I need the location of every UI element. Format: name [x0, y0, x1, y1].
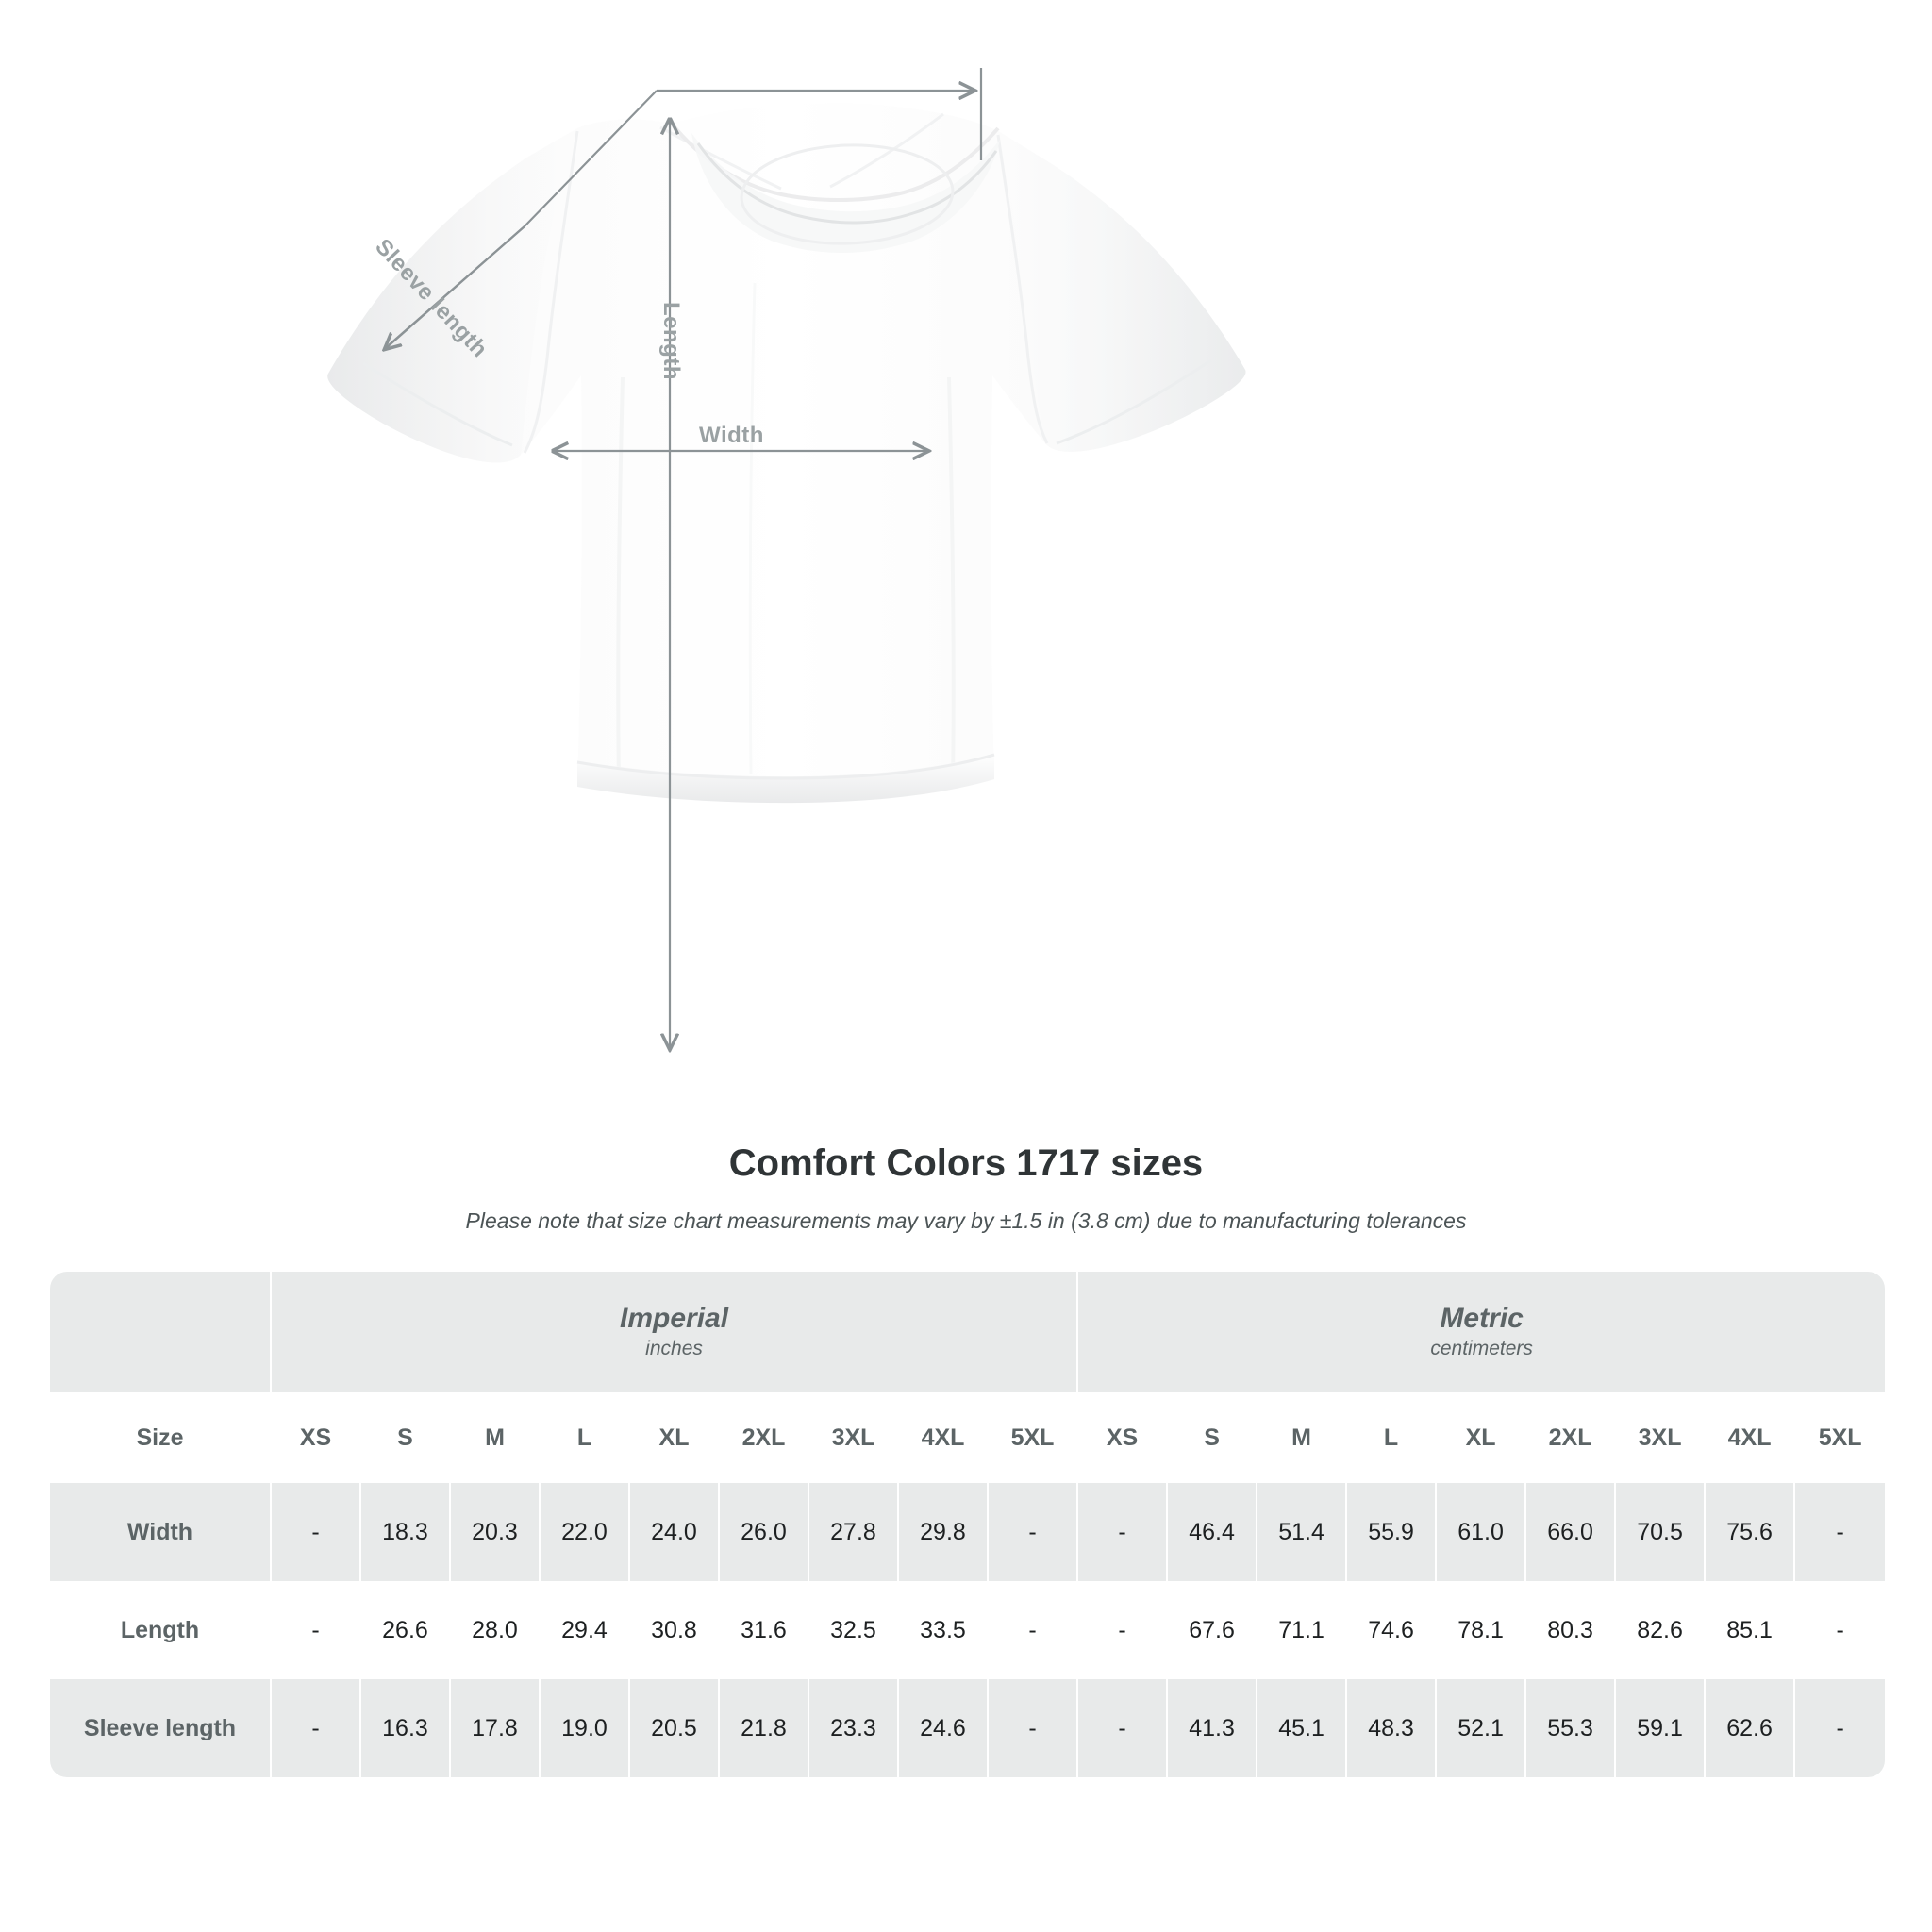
cell-sleeve-metric-s: 41.3 — [1168, 1679, 1258, 1777]
sleeve-arrow-end — [385, 225, 525, 349]
unit-sub-imperial: inches — [645, 1337, 703, 1359]
cell-sleeve-metric-xs: - — [1078, 1679, 1169, 1777]
cell-length-imperial-s: 26.6 — [361, 1581, 451, 1679]
cell-width-metric-s: 46.4 — [1168, 1483, 1258, 1581]
table-row: Sleeve length - 16.3 17.8 19.0 20.5 21.8… — [50, 1679, 1886, 1777]
size-header-row: Size XS S M L XL 2XL 3XL 4XL 5XL XS S M … — [50, 1392, 1886, 1483]
cell-sleeve-metric-2xl: 55.3 — [1526, 1679, 1617, 1777]
cell-sleeve-imperial-xl: 20.5 — [630, 1679, 720, 1777]
cell-sleeve-metric-3xl: 59.1 — [1616, 1679, 1707, 1777]
unit-cell-imperial: Imperial inches — [272, 1272, 1079, 1392]
cell-length-imperial-m: 28.0 — [451, 1581, 541, 1679]
cell-length-metric-3xl: 82.6 — [1616, 1581, 1707, 1679]
cell-width-imperial-l: 22.0 — [541, 1483, 630, 1581]
unit-cell-metric: Metric centimeters — [1078, 1272, 1886, 1392]
unit-name-metric: Metric — [1440, 1303, 1524, 1335]
cell-sleeve-metric-xl: 52.1 — [1437, 1679, 1527, 1777]
cell-width-metric-xs: - — [1078, 1483, 1169, 1581]
column-header-imperial-3xl: 3XL — [809, 1392, 899, 1483]
cell-sleeve-imperial-l: 19.0 — [541, 1679, 630, 1777]
column-header-metric-5xl: 5XL — [1795, 1392, 1886, 1483]
size-chart-table: Imperial inches Metric centimeters Size … — [50, 1272, 1886, 1777]
cell-length-metric-4xl: 85.1 — [1706, 1581, 1796, 1679]
column-header-size: Size — [50, 1392, 272, 1483]
column-header-imperial-l: L — [541, 1392, 630, 1483]
cell-sleeve-metric-l: 48.3 — [1347, 1679, 1438, 1777]
cell-sleeve-imperial-3xl: 23.3 — [809, 1679, 899, 1777]
cell-width-metric-l: 55.9 — [1347, 1483, 1438, 1581]
cell-width-imperial-m: 20.3 — [451, 1483, 541, 1581]
row-label-sleeve-length: Sleeve length — [50, 1679, 272, 1777]
column-header-metric-l: L — [1347, 1392, 1438, 1483]
cell-sleeve-imperial-2xl: 21.8 — [720, 1679, 809, 1777]
unit-header-row: Imperial inches Metric centimeters — [50, 1272, 1886, 1392]
length-label: Length — [658, 302, 684, 380]
cell-sleeve-metric-5xl: - — [1795, 1679, 1886, 1777]
cell-length-imperial-l: 29.4 — [541, 1581, 630, 1679]
unit-sub-metric: centimeters — [1430, 1337, 1533, 1359]
cell-length-imperial-xl: 30.8 — [630, 1581, 720, 1679]
column-header-metric-xl: XL — [1437, 1392, 1527, 1483]
cell-sleeve-imperial-m: 17.8 — [451, 1679, 541, 1777]
cell-length-imperial-2xl: 31.6 — [720, 1581, 809, 1679]
cell-length-metric-xl: 78.1 — [1437, 1581, 1527, 1679]
page-title: Comfort Colors 1717 sizes — [728, 1142, 1204, 1184]
column-header-metric-2xl: 2XL — [1526, 1392, 1617, 1483]
cell-length-metric-5xl: - — [1795, 1581, 1886, 1679]
cell-sleeve-metric-m: 45.1 — [1257, 1679, 1348, 1777]
cell-width-imperial-s: 18.3 — [361, 1483, 451, 1581]
column-header-metric-4xl: 4XL — [1706, 1392, 1796, 1483]
column-header-imperial-2xl: 2XL — [720, 1392, 809, 1483]
cell-width-imperial-3xl: 27.8 — [809, 1483, 899, 1581]
unit-name-imperial: Imperial — [620, 1303, 729, 1335]
column-header-metric-s: S — [1168, 1392, 1258, 1483]
column-header-metric-3xl: 3XL — [1616, 1392, 1707, 1483]
cell-sleeve-imperial-s: 16.3 — [361, 1679, 451, 1777]
column-header-imperial-5xl: 5XL — [989, 1392, 1079, 1483]
column-header-metric-m: M — [1257, 1392, 1348, 1483]
cell-width-metric-5xl: - — [1795, 1483, 1886, 1581]
cell-width-imperial-xl: 24.0 — [630, 1483, 720, 1581]
column-header-imperial-xs: XS — [272, 1392, 361, 1483]
tshirt-shape — [327, 103, 1246, 804]
table-row: Length - 26.6 28.0 29.4 30.8 31.6 32.5 3… — [50, 1581, 1886, 1679]
column-header-imperial-xl: XL — [630, 1392, 720, 1483]
cell-sleeve-metric-4xl: 62.6 — [1706, 1679, 1796, 1777]
column-header-imperial-s: S — [361, 1392, 451, 1483]
page-subtitle: Please note that size chart measurements… — [465, 1208, 1467, 1233]
cell-length-imperial-3xl: 32.5 — [809, 1581, 899, 1679]
row-label-width: Width — [50, 1483, 272, 1581]
tshirt-diagram: Sleeve length Length Width — [327, 68, 1246, 1113]
tshirt-illustration — [327, 68, 1246, 1113]
cell-length-metric-2xl: 80.3 — [1526, 1581, 1617, 1679]
cell-width-metric-4xl: 75.6 — [1706, 1483, 1796, 1581]
cell-width-imperial-xs: - — [272, 1483, 361, 1581]
cell-width-imperial-5xl: - — [989, 1483, 1079, 1581]
cell-length-imperial-4xl: 33.5 — [899, 1581, 989, 1679]
cell-length-metric-l: 74.6 — [1347, 1581, 1438, 1679]
column-header-metric-xs: XS — [1078, 1392, 1169, 1483]
cell-length-imperial-xs: - — [272, 1581, 361, 1679]
column-header-imperial-4xl: 4XL — [899, 1392, 989, 1483]
cell-length-metric-m: 71.1 — [1257, 1581, 1348, 1679]
cell-width-imperial-4xl: 29.8 — [899, 1483, 989, 1581]
cell-sleeve-imperial-5xl: - — [989, 1679, 1079, 1777]
cell-width-imperial-2xl: 26.0 — [720, 1483, 809, 1581]
cell-width-metric-2xl: 66.0 — [1526, 1483, 1617, 1581]
cell-length-metric-xs: - — [1078, 1581, 1169, 1679]
cell-length-metric-s: 67.6 — [1168, 1581, 1258, 1679]
cell-length-imperial-5xl: - — [989, 1581, 1079, 1679]
column-header-imperial-m: M — [451, 1392, 541, 1483]
cell-width-metric-xl: 61.0 — [1437, 1483, 1527, 1581]
unit-spacer-cell — [50, 1272, 272, 1392]
cell-sleeve-imperial-xs: - — [272, 1679, 361, 1777]
measurement-lines — [385, 68, 983, 1049]
cell-width-metric-m: 51.4 — [1257, 1483, 1348, 1581]
row-label-length: Length — [50, 1581, 272, 1679]
table-row: Width - 18.3 20.3 22.0 24.0 26.0 27.8 29… — [50, 1483, 1886, 1581]
cell-sleeve-imperial-4xl: 24.6 — [899, 1679, 989, 1777]
cell-width-metric-3xl: 70.5 — [1616, 1483, 1707, 1581]
width-label: Width — [699, 423, 764, 448]
